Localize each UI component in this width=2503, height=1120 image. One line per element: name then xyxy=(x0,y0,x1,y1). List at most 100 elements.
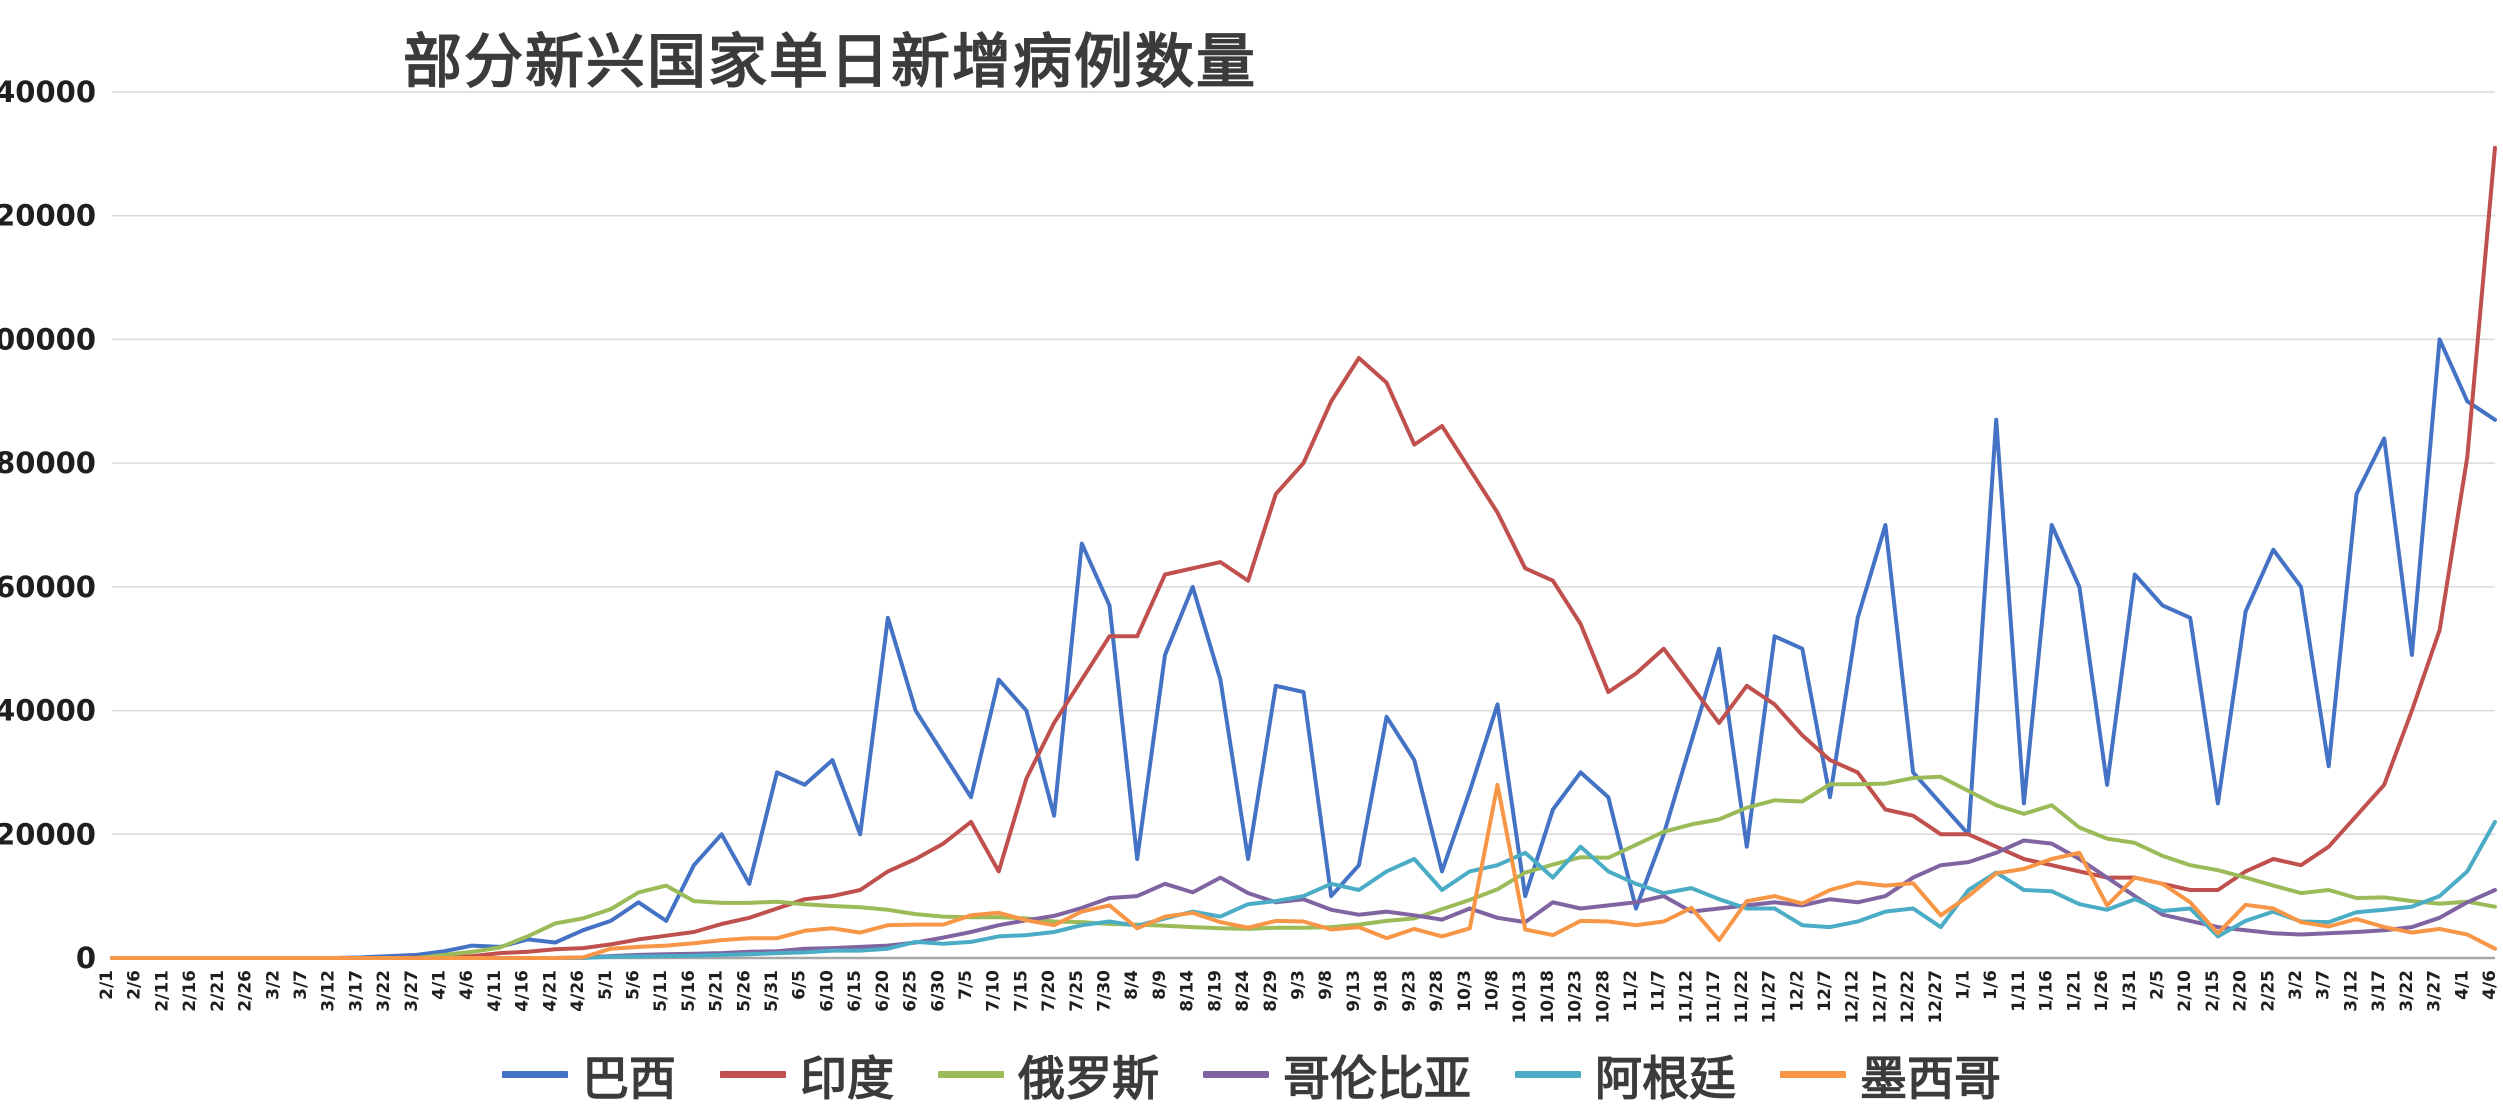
legend-label: 哥伦比亚 xyxy=(1283,1051,1471,1107)
x-axis-tick-label: 3/7 xyxy=(2314,970,2334,1000)
x-axis-tick-label: 9/18 xyxy=(1372,970,1392,1012)
legend-label: 印度 xyxy=(800,1051,894,1107)
x-axis-tick-label: 8/19 xyxy=(1205,970,1225,1012)
x-axis-tick-label: 4/21 xyxy=(540,970,560,1012)
x-axis-tick-label: 7/20 xyxy=(1039,970,1059,1012)
x-axis-tick-label: 2/26 xyxy=(236,970,256,1012)
x-axis-tick-label: 2/5 xyxy=(2147,970,2167,1000)
x-axis-tick-label: 7/25 xyxy=(1067,970,1087,1012)
x-axis-tick-label: 2/21 xyxy=(208,970,228,1012)
series-line-俄罗斯 xyxy=(110,774,2497,960)
x-axis-tick-label: 2/16 xyxy=(180,970,200,1012)
y-axis-tick-label: 0 xyxy=(76,941,96,975)
x-axis-tick-label: 4/6 xyxy=(2480,970,2500,1000)
legend-item: 墨西哥 xyxy=(1780,1040,2001,1109)
x-axis-tick-label: 11/27 xyxy=(1760,970,1780,1024)
x-axis-tick-label: 10/18 xyxy=(1538,970,1558,1024)
y-axis-tick-label: 120000 xyxy=(0,199,96,233)
x-axis-tick-label: 3/22 xyxy=(2397,970,2417,1012)
x-axis-tick-label: 3/7 xyxy=(291,970,311,1000)
x-axis-tick-label: 9/8 xyxy=(1316,970,1336,1000)
x-axis-tick-label: 10/23 xyxy=(1566,970,1586,1024)
x-axis-tick-label: 3/12 xyxy=(319,970,339,1012)
x-axis-tick-label: 10/3 xyxy=(1455,970,1475,1012)
x-axis-tick-label: 1/11 xyxy=(2009,970,2029,1012)
x-axis-tick-label: 1/26 xyxy=(2092,970,2112,1012)
chart-legend: 巴西 印度 俄罗斯 哥伦比亚 阿根廷 墨西哥 xyxy=(0,1034,2503,1114)
legend-line-swatch xyxy=(1515,1070,1581,1078)
x-axis-tick-label: 6/25 xyxy=(901,970,921,1012)
x-axis-tick-label: 10/13 xyxy=(1510,970,1530,1024)
x-axis-tick-label: 3/17 xyxy=(2369,970,2389,1012)
x-axis-tick-label: 5/16 xyxy=(679,970,699,1012)
x-axis-tick-label: 4/26 xyxy=(568,970,588,1012)
legend-line-swatch xyxy=(1780,1070,1846,1078)
x-axis-tick-label: 7/5 xyxy=(956,970,976,1000)
legend-label: 墨西哥 xyxy=(1860,1051,2001,1107)
x-axis-tick-label: 12/17 xyxy=(1870,970,1890,1024)
x-axis-tick-label: 8/24 xyxy=(1233,970,1253,1012)
x-axis-tick-label: 4/11 xyxy=(485,970,505,1012)
x-axis-tick-label: 10/8 xyxy=(1482,970,1502,1012)
x-axis-tick-label: 5/11 xyxy=(651,970,671,1012)
x-axis-tick-label: 5/26 xyxy=(734,970,754,1012)
x-axis-tick-label: 2/25 xyxy=(2258,970,2278,1012)
legend-item: 印度 xyxy=(720,1040,894,1109)
legend-line-swatch xyxy=(938,1070,1004,1078)
x-axis-tick-label: 10/28 xyxy=(1593,970,1613,1024)
x-axis-tick-label: 3/27 xyxy=(402,970,422,1012)
x-axis-tick-label: 11/17 xyxy=(1704,970,1724,1024)
x-axis-tick-label: 4/6 xyxy=(457,970,477,1000)
x-axis-tick-label: 9/28 xyxy=(1427,970,1447,1012)
x-axis-tick-label: 2/15 xyxy=(2203,970,2223,1012)
x-axis-tick-label: 5/6 xyxy=(623,970,643,1000)
x-axis-tick-label: 12/22 xyxy=(1898,970,1918,1024)
series-line-墨西哥 xyxy=(110,782,2497,960)
x-axis-tick-label: 2/11 xyxy=(152,970,172,1012)
x-axis-tick-label: 9/3 xyxy=(1289,970,1309,1000)
x-axis-tick-label: 3/27 xyxy=(2425,970,2445,1012)
x-axis-tick-label: 1/31 xyxy=(2120,970,2140,1012)
x-axis-tick-label: 1/21 xyxy=(2064,970,2084,1012)
x-axis-tick-label: 11/12 xyxy=(1676,970,1696,1024)
x-axis-tick-label: 6/10 xyxy=(817,970,837,1012)
x-axis-tick-label: 4/1 xyxy=(430,970,450,1000)
x-axis-tick-label: 9/13 xyxy=(1344,970,1364,1012)
legend-line-swatch xyxy=(502,1070,568,1078)
x-axis-tick-label: 5/31 xyxy=(762,970,782,1012)
x-axis-tick-label: 7/15 xyxy=(1011,970,1031,1012)
chart-title: 部分新兴国家单日新增病例数量 xyxy=(402,27,1257,96)
y-axis-tick-label: 40000 xyxy=(0,694,96,728)
x-axis-tick-label: 3/2 xyxy=(263,970,283,1000)
legend-line-swatch xyxy=(720,1070,786,1078)
x-axis-tick-label: 12/2 xyxy=(1787,970,1807,1012)
x-axis-tick-label: 3/12 xyxy=(2341,970,2361,1012)
x-axis-tick-label: 7/30 xyxy=(1095,970,1115,1012)
legend-item: 阿根廷 xyxy=(1515,1040,1736,1109)
x-axis-tick-label: 8/14 xyxy=(1178,970,1198,1012)
x-axis-tick-label: 5/1 xyxy=(596,970,616,1000)
x-axis-tick-label: 1/1 xyxy=(1954,970,1974,1000)
x-axis-tick-label: 3/17 xyxy=(346,970,366,1012)
legend-label: 巴西 xyxy=(582,1051,676,1107)
x-axis-tick-label: 5/21 xyxy=(707,970,727,1012)
x-axis-tick-label: 6/30 xyxy=(928,970,948,1012)
y-axis-tick-label: 20000 xyxy=(0,817,96,851)
x-axis-tick-label: 12/27 xyxy=(1926,970,1946,1024)
x-axis-tick-label: 2/20 xyxy=(2231,970,2251,1012)
legend-label: 阿根廷 xyxy=(1595,1051,1736,1107)
x-axis-tick-label: 1/16 xyxy=(2037,970,2057,1012)
y-axis-tick-label: 100000 xyxy=(0,322,96,356)
series-line-巴西 xyxy=(110,337,2497,960)
x-axis-tick-label: 12/12 xyxy=(1843,970,1863,1024)
legend-item: 巴西 xyxy=(502,1040,676,1109)
series-line-印度 xyxy=(110,145,2497,960)
x-axis-tick-label: 3/2 xyxy=(2286,970,2306,1000)
y-axis-tick-label: 80000 xyxy=(0,446,96,480)
x-axis-tick-label: 6/20 xyxy=(873,970,893,1012)
x-axis-tick-label: 8/29 xyxy=(1261,970,1281,1012)
x-axis-tick-label: 9/23 xyxy=(1399,970,1419,1012)
legend-item: 哥伦比亚 xyxy=(1203,1040,1471,1109)
